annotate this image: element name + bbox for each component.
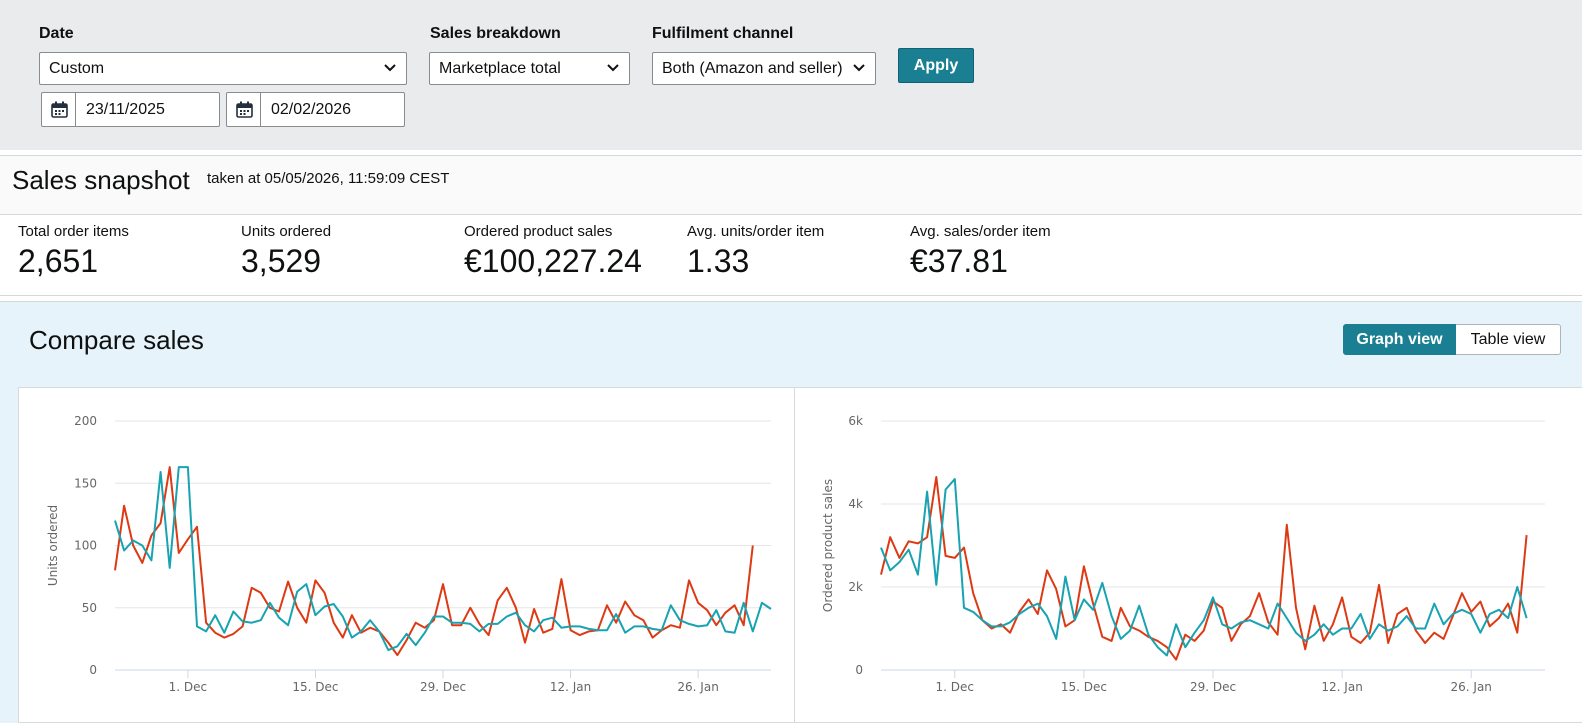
metric-ordered-product-sales: Ordered product sales €100,227.24	[464, 223, 642, 280]
series-line-2	[114, 466, 772, 652]
start-date-field[interactable]: 23/11/2025	[41, 92, 220, 127]
start-date-value: 23/11/2025	[86, 101, 165, 118]
start-date-calendar-button[interactable]	[42, 93, 76, 126]
snapshot-timestamp: taken at 05/05/2026, 11:59:09 CEST	[207, 170, 450, 187]
y-tick-label: 150	[74, 476, 97, 490]
sales-breakdown-value: Marketplace total	[439, 60, 561, 77]
x-tick-label: 15. Dec	[292, 680, 338, 694]
x-tick-label: 26. Jan	[1451, 680, 1492, 694]
metric-value: 1.33	[687, 243, 750, 279]
end-date-value: 02/02/2026	[271, 101, 352, 118]
date-filter-label: Date	[39, 25, 74, 42]
metric-label: Units ordered	[241, 223, 332, 240]
series-line-1	[114, 466, 754, 657]
fulfilment-channel-label: Fulfilment channel	[652, 25, 794, 42]
units-ordered-chart-panel: 0 50 100 150 200 1. Dec 15. Dec 29. Dec 12. Jan 2…	[18, 387, 795, 723]
end-date-field[interactable]: 02/02/2026	[226, 92, 405, 127]
y-tick-label: 100	[74, 539, 97, 553]
end-date-calendar-button[interactable]	[227, 93, 261, 126]
filter-bar: Date Custom 23/11/2025 02/02/2026 Sales …	[0, 0, 1582, 150]
chevron-down-icon	[384, 64, 396, 72]
x-tick-label: 29. Dec	[1190, 680, 1236, 694]
metric-label: Avg. units/order item	[687, 223, 825, 240]
sales-breakdown-select[interactable]: Marketplace total	[429, 52, 630, 85]
metric-label: Total order items	[18, 223, 129, 240]
y-tick-label: 2k	[848, 580, 863, 594]
y-tick-label: 6k	[848, 414, 863, 428]
metric-avg-sales-per-order-item: Avg. sales/order item €37.81	[910, 223, 1051, 280]
chevron-down-icon	[853, 64, 865, 72]
compare-sales-title: Compare sales	[29, 325, 204, 355]
metric-value: 3,529	[241, 243, 322, 279]
metric-label: Avg. sales/order item	[910, 223, 1051, 240]
series-line-1	[880, 476, 1528, 661]
date-range-value: Custom	[49, 60, 105, 77]
metric-value: 2,651	[18, 243, 99, 279]
y-tick-label: 0	[89, 663, 97, 677]
y-tick-label: 4k	[848, 497, 863, 511]
y-axis-label: Units ordered	[46, 505, 60, 586]
x-tick-label: 12. Jan	[1321, 680, 1362, 694]
ordered-product-sales-chart: 0 2k 4k 6k 1. Dec 15. Dec 29. Dec 12. Jan 26. Ja…	[821, 414, 1545, 694]
chevron-down-icon	[607, 64, 619, 72]
calendar-icon	[236, 101, 253, 118]
x-tick-label: 1. Dec	[936, 680, 974, 694]
series-line-2	[880, 478, 1528, 657]
y-tick-label: 200	[74, 414, 97, 428]
metric-value: €37.81	[910, 243, 1008, 279]
metric-value: €100,227.24	[464, 243, 642, 279]
sales-snapshot-header	[0, 155, 1582, 215]
sales-snapshot-title: Sales snapshot	[12, 165, 190, 195]
x-tick-label: 15. Dec	[1061, 680, 1107, 694]
x-tick-label: 26. Jan	[677, 680, 718, 694]
fulfilment-channel-value: Both (Amazon and seller)	[662, 60, 843, 77]
calendar-icon	[51, 101, 68, 118]
units-ordered-chart: 0 50 100 150 200 1. Dec 15. Dec 29. Dec 12. Jan 2…	[46, 414, 772, 694]
y-axis-label: Ordered product sales	[821, 479, 835, 612]
x-tick-label: 29. Dec	[420, 680, 466, 694]
x-tick-label: 12. Jan	[550, 680, 591, 694]
metric-units-ordered: Units ordered 3,529	[241, 223, 331, 280]
table-view-button[interactable]: Table view	[1456, 324, 1561, 355]
date-range-select[interactable]: Custom	[39, 52, 407, 85]
x-tick-label: 1. Dec	[169, 680, 207, 694]
apply-button[interactable]: Apply	[898, 48, 974, 83]
fulfilment-channel-select[interactable]: Both (Amazon and seller)	[652, 52, 876, 85]
metric-avg-units-per-order-item: Avg. units/order item 1.33	[687, 223, 824, 280]
graph-view-button[interactable]: Graph view	[1343, 324, 1456, 355]
sales-breakdown-label: Sales breakdown	[430, 25, 561, 42]
metric-total-order-items: Total order items 2,651	[18, 223, 129, 280]
y-tick-label: 50	[82, 601, 97, 615]
metric-label: Ordered product sales	[464, 223, 613, 240]
metrics-row: Total order items 2,651 Units ordered 3,…	[0, 216, 1582, 296]
y-tick-label: 0	[855, 663, 863, 677]
ordered-product-sales-chart-panel: 0 2k 4k 6k 1. Dec 15. Dec 29. Dec 12. Jan 26. Ja…	[794, 387, 1582, 723]
